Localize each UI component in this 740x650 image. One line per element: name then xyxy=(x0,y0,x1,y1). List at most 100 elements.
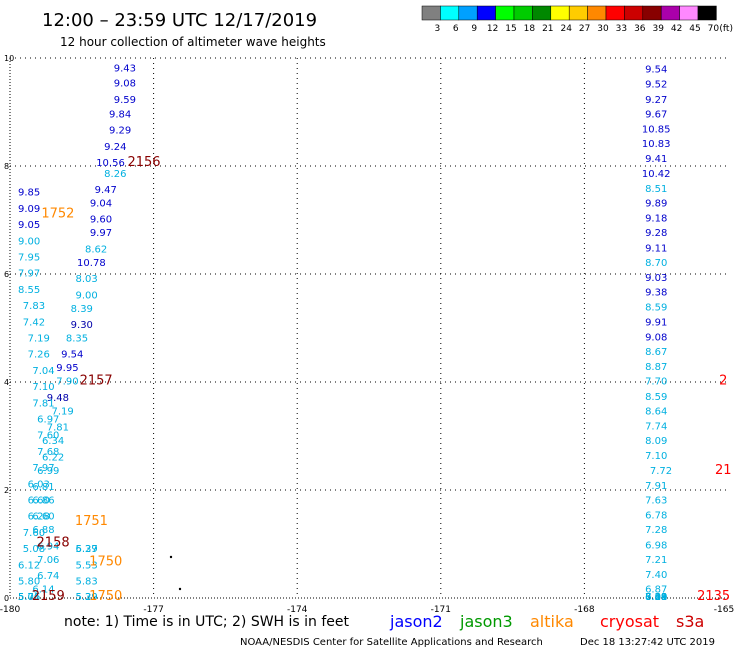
wave-height-label: 9.85 xyxy=(18,188,40,199)
wave-height-label: 6.99 xyxy=(37,466,59,477)
wave-height-label: 9.54 xyxy=(645,65,667,76)
wave-height-label: 9.67 xyxy=(645,109,667,120)
pass-time-label: 2157 xyxy=(80,374,113,389)
wave-height-label: 5.39 xyxy=(75,592,97,603)
wave-height-label: 5.29 xyxy=(75,592,97,603)
y-tick-label: 2 xyxy=(4,486,9,495)
color-swatch xyxy=(440,5,460,21)
wave-height-label: 8.59 xyxy=(645,392,667,403)
color-swatch xyxy=(697,5,717,21)
pass-time-label: 2156 xyxy=(127,155,160,170)
wave-height-label: 7.90 xyxy=(56,377,78,388)
wave-height-label: 9.38 xyxy=(645,288,667,299)
wave-height-label: 7.10 xyxy=(32,382,54,393)
wave-height-label: 9.97 xyxy=(90,228,112,239)
color-scale-labels: 3 6 9 12 15 18 21 24 27 30 33 36 39 42 45 70 (ft) xyxy=(435,24,733,34)
color-scale-label: 36 xyxy=(634,24,646,34)
color-swatch xyxy=(642,5,662,21)
wave-height-label: 6.86 xyxy=(32,496,54,507)
wave-height-label: 7.31 xyxy=(645,592,667,603)
wave-height-label: 6.28 xyxy=(28,512,50,523)
color-swatch xyxy=(660,5,680,21)
color-swatch xyxy=(624,5,644,21)
satellite-legend-jason3: jason3 xyxy=(459,612,513,631)
wave-height-label: 6.60 xyxy=(32,512,54,523)
wave-height-label: 7.10 xyxy=(645,451,667,462)
wave-height-label: 10.78 xyxy=(77,258,106,269)
x-tick-label: -171 xyxy=(431,605,451,615)
pass-time-label: 2158 xyxy=(37,536,70,551)
pass-time-label: 1752 xyxy=(41,206,74,221)
satellite-legend-jason2: jason2 xyxy=(389,612,443,631)
y-tick-label: 10 xyxy=(4,54,14,63)
color-swatch xyxy=(605,5,625,21)
pass-time-labels: 2156 1752 2157 1751 2158 1750 2159 1750 2 21 2135 xyxy=(32,155,732,604)
wave-height-label: 6.78 xyxy=(645,511,667,522)
color-scale-label: 42 xyxy=(671,24,682,34)
wave-height-label: 7.06 xyxy=(37,555,59,566)
wave-height-label: 9.47 xyxy=(95,185,117,196)
wave-height-label: 8.09 xyxy=(645,436,667,447)
wave-height-label: 7.09 xyxy=(645,592,667,603)
wave-height-label: 9.27 xyxy=(645,95,667,106)
y-tick-label: 0 xyxy=(4,594,9,603)
wave-height-label: 9.18 xyxy=(645,214,667,225)
page-title: 12:00 – 23:59 UTC 12/17/2019 xyxy=(42,10,317,31)
wave-height-label: 9.60 xyxy=(90,215,112,226)
wave-height-label: 6.29 xyxy=(645,592,667,603)
wave-height-label: 7.19 xyxy=(28,334,50,345)
color-scale-label: 21 xyxy=(542,24,553,34)
wave-height-label: 7.63 xyxy=(645,496,667,507)
wave-height-label: 7.68 xyxy=(37,447,59,458)
wave-height-label: 5.71 xyxy=(18,592,40,603)
wave-height-label: 9.89 xyxy=(645,199,667,210)
satellite-legend-s3a: s3a xyxy=(676,612,704,631)
color-swatch xyxy=(513,5,533,21)
wave-height-label: 9.48 xyxy=(47,393,69,404)
wave-height-label: 7.70 xyxy=(645,377,667,388)
wave-height-label: 8.59 xyxy=(645,303,667,314)
pass-time-label: 21 xyxy=(715,463,732,478)
color-scale-label: 15 xyxy=(505,24,516,34)
wave-height-label: 8.03 xyxy=(75,274,97,285)
color-swatch xyxy=(568,5,588,21)
point-marker xyxy=(169,555,173,559)
wave-height-label: 9.09 xyxy=(18,204,40,215)
color-swatch xyxy=(458,5,478,21)
color-scale-unit: (ft) xyxy=(719,24,733,34)
grid-lines xyxy=(10,57,728,598)
color-scale-label: 24 xyxy=(560,24,572,34)
color-scale-label: 45 xyxy=(689,24,700,34)
wave-height-label: 7.81 xyxy=(47,423,69,434)
color-scale-label: 33 xyxy=(616,24,627,34)
wave-height-label: 9.00 xyxy=(75,290,97,301)
point-marker xyxy=(178,587,182,591)
x-tick-label: -165 xyxy=(714,605,734,615)
footer-timestamp: Dec 18 13:27:42 UTC 2019 xyxy=(580,637,715,648)
wave-height-label: 6.14 xyxy=(32,585,54,596)
pass-time-label: 2 xyxy=(719,374,727,389)
wave-height-label: 5.76 xyxy=(18,592,40,603)
x-axis-ticks: -180 -177 -174 -171 -168 -165 xyxy=(0,605,734,615)
page-subtitle: 12 hour collection of altimeter wave hei… xyxy=(60,35,326,49)
wave-height-label: 6.94 xyxy=(37,541,59,552)
y-tick-label: 4 xyxy=(4,378,9,387)
wave-height-label: 7.04 xyxy=(32,366,54,377)
color-scale-label: 18 xyxy=(524,24,536,34)
color-scale-label: 12 xyxy=(487,24,498,34)
wave-height-label: 7.95 xyxy=(18,253,40,264)
wave-height-label: 8.62 xyxy=(85,244,107,255)
wave-height-label: 9.28 xyxy=(645,228,667,239)
color-swatch xyxy=(587,5,607,21)
footer-credit: NOAA/NESDIS Center for Satellite Applica… xyxy=(240,637,543,648)
color-scale-label: 30 xyxy=(597,24,609,34)
wave-height-label: 7.72 xyxy=(650,466,672,477)
wave-height-label: 9.43 xyxy=(114,64,136,75)
pass-time-label: 2135 xyxy=(697,589,730,604)
wave-height-label: 8.87 xyxy=(645,362,667,373)
wave-height-values: 9.43 9.08 9.59 9.84 9.29 9.24 10.568.26 9.47 9.0… xyxy=(18,64,672,604)
pass-time-label: 2159 xyxy=(32,589,65,604)
wave-height-label: 7.26 xyxy=(28,350,50,361)
wave-height-label: 5.08 xyxy=(23,544,45,555)
